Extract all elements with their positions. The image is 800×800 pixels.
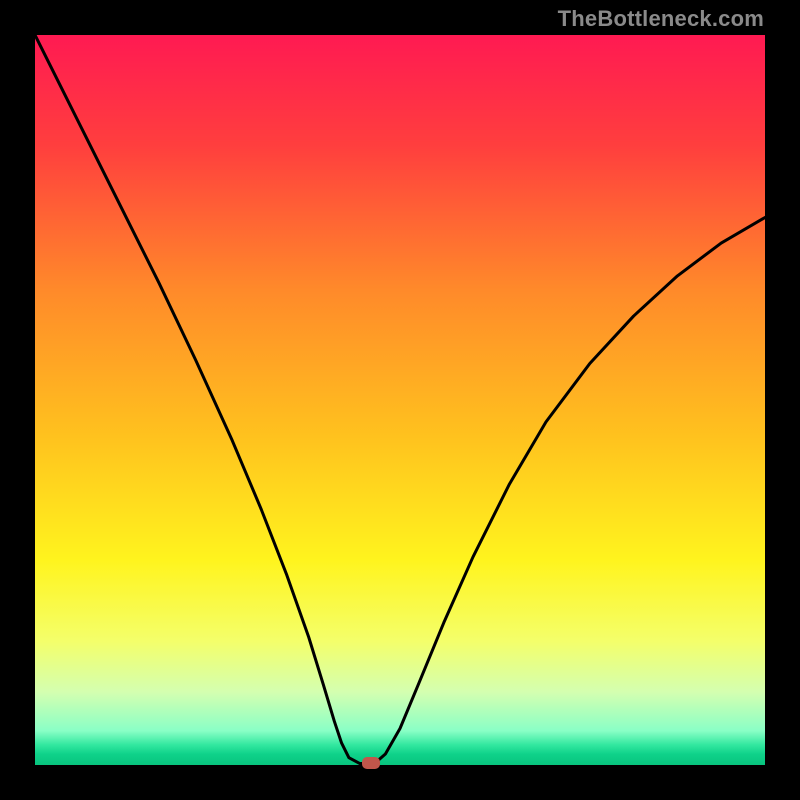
chart-area — [35, 35, 765, 765]
stage: TheBottleneck.com — [0, 0, 800, 800]
watermark-text: TheBottleneck.com — [558, 6, 764, 32]
bottleneck-marker — [362, 757, 380, 769]
chart-svg — [35, 35, 765, 765]
